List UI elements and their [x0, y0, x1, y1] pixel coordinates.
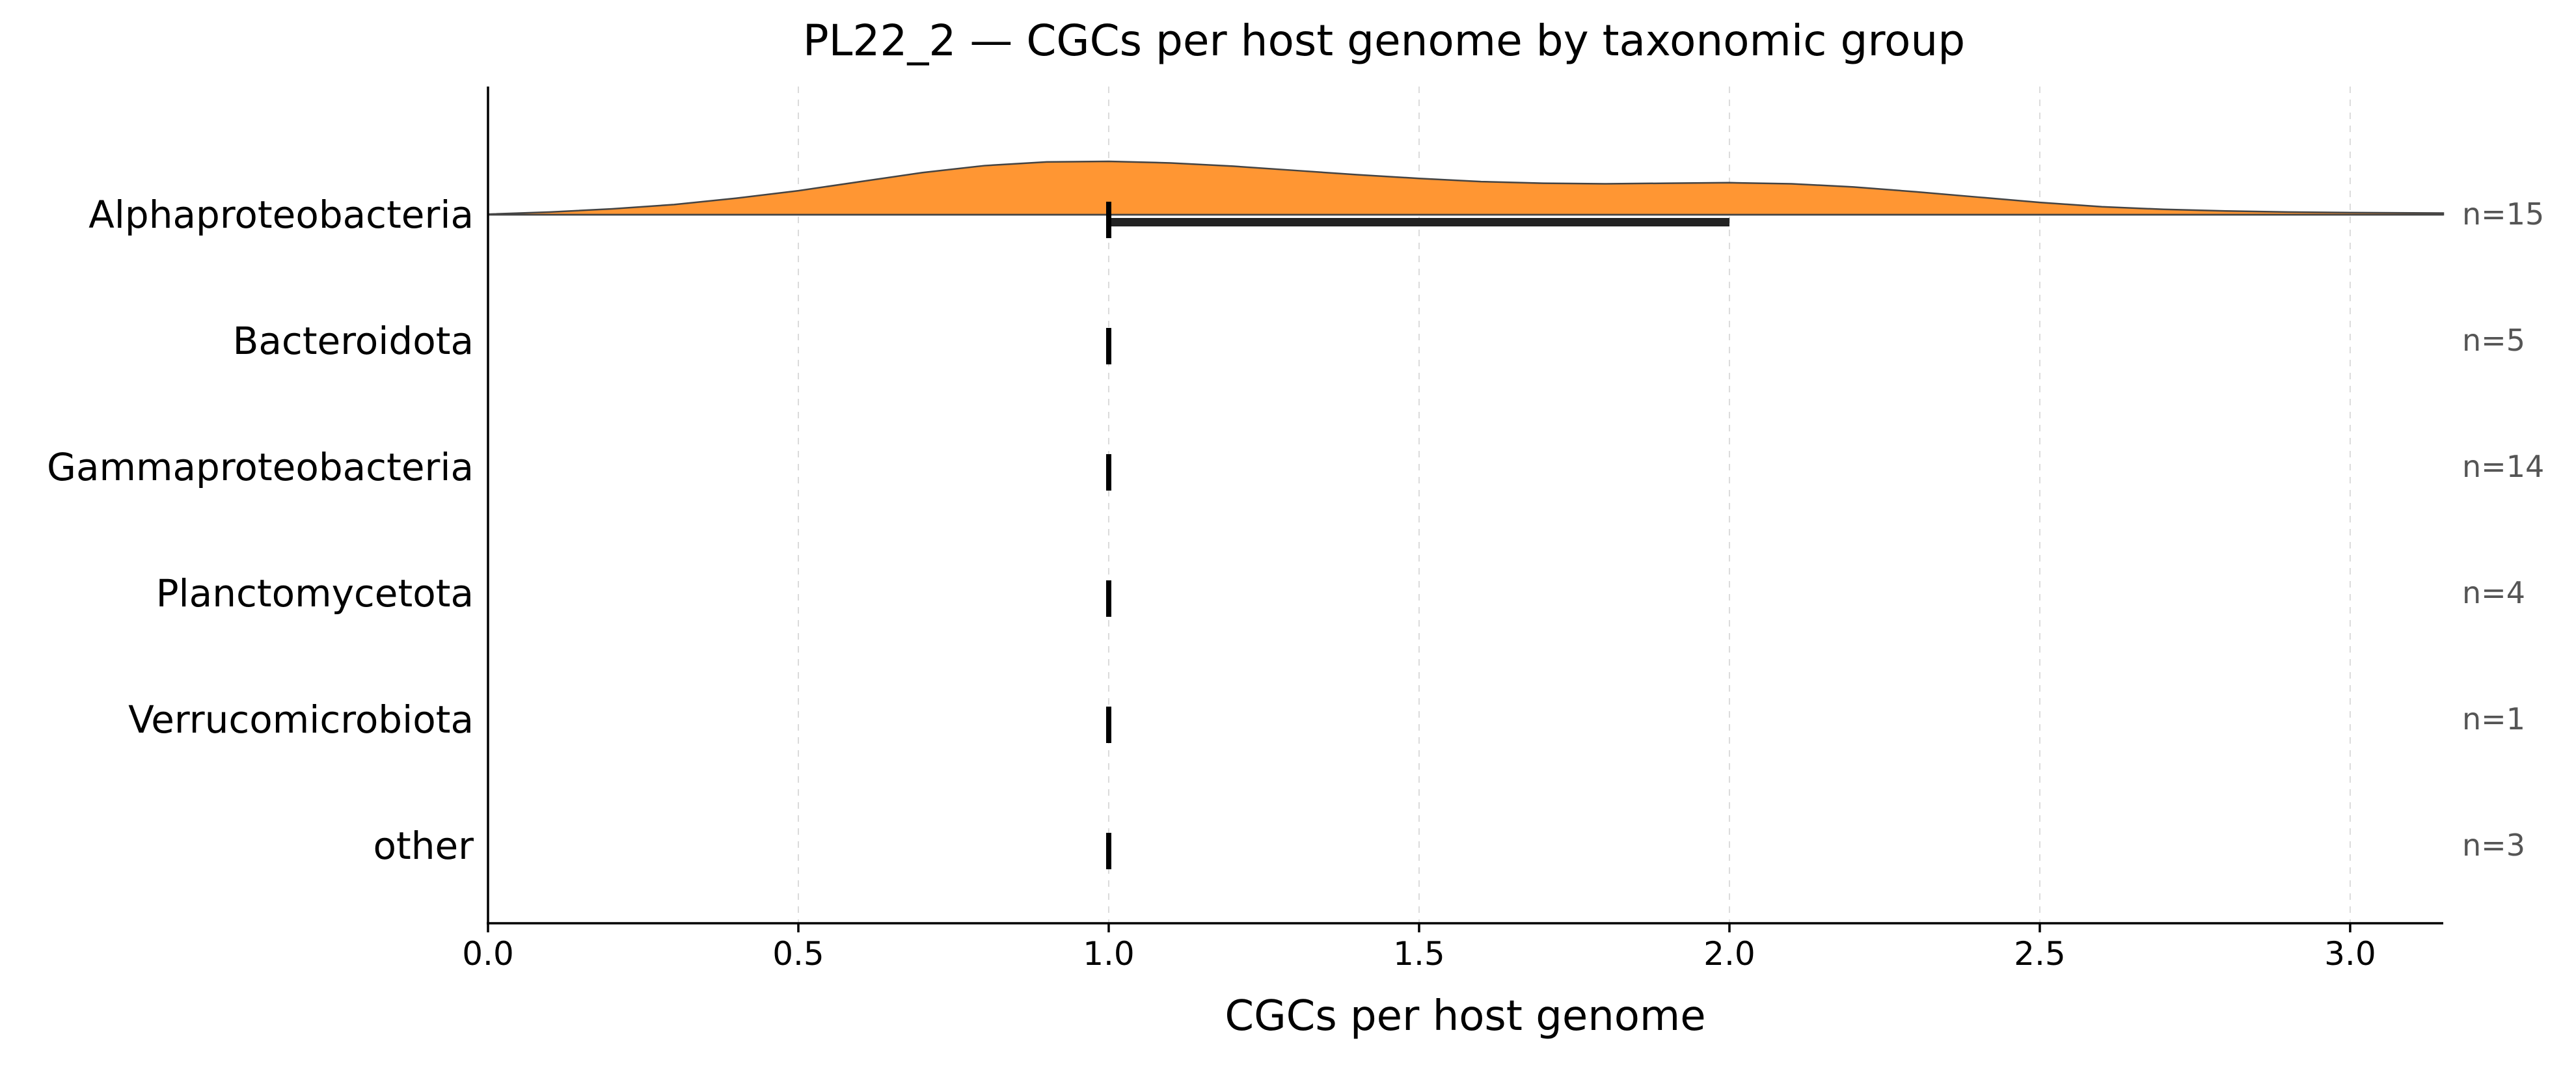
- group-label: Verrucomicrobiota: [128, 697, 474, 742]
- x-tick-label: 2.0: [1703, 935, 1756, 973]
- group-label: Bacteroidota: [233, 319, 474, 363]
- x-tick-label: 0.5: [772, 935, 824, 973]
- n-count-label: n=4: [2462, 575, 2525, 610]
- grid-layer: [797, 87, 2351, 923]
- group-label: Gammaproteobacteria: [47, 445, 474, 489]
- group-label: other: [373, 824, 474, 868]
- x-tick-label: 2.5: [2014, 935, 2066, 973]
- iqr-bar: [1108, 218, 1729, 226]
- n-count-label: n=1: [2462, 701, 2525, 737]
- x-tick-label: 1.0: [1083, 935, 1135, 973]
- group-label: Alphaproteobacteria: [88, 193, 474, 237]
- x-tick-label: 0.0: [462, 935, 514, 973]
- x-tick-label: 3.0: [2324, 935, 2376, 973]
- label-layer: 0.0 0.5 1.0 1.5 2.0 2.5 3.0 Alphaproteobacteria…: [47, 193, 2544, 973]
- density-ridge: [487, 160, 2445, 216]
- n-count-label: n=3: [2462, 828, 2525, 863]
- axis-layer: [487, 87, 2443, 932]
- n-count-label: n=5: [2462, 323, 2525, 358]
- group-label: Planctomycetota: [156, 571, 474, 616]
- n-count-label: n=15: [2462, 196, 2544, 232]
- marks-layer: [1105, 202, 1729, 869]
- x-tick-label: 1.5: [1393, 935, 1445, 973]
- x-axis-label: CGCs per host genome: [1225, 992, 1705, 1040]
- n-count-label: n=14: [2462, 449, 2544, 484]
- density-layer: [487, 160, 2445, 216]
- chart-title: PL22_2 — CGCs per host genome by taxonom…: [803, 16, 1965, 66]
